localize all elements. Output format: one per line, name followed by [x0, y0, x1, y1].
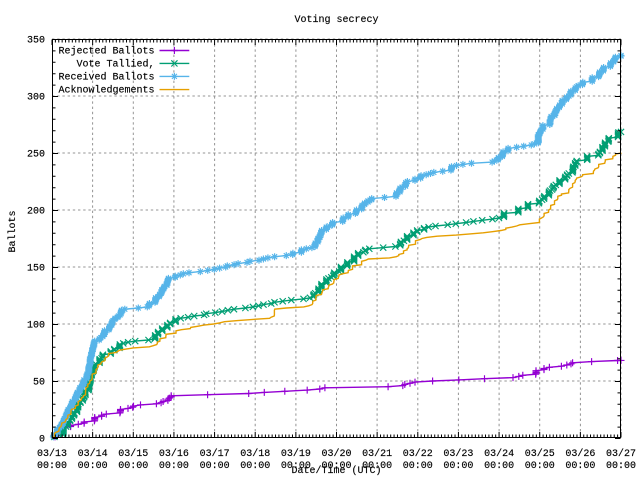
svg-text:Date/Time (UTC): Date/Time (UTC)	[291, 465, 381, 477]
svg-text:03/13: 03/13	[37, 448, 67, 460]
svg-text:Received Ballots: Received Ballots	[58, 72, 154, 84]
svg-text:00:00: 00:00	[484, 461, 514, 472]
svg-text:00:00: 00:00	[37, 461, 67, 472]
svg-text:03/18: 03/18	[240, 448, 270, 460]
svg-text:00:00: 00:00	[78, 461, 108, 472]
svg-text:03/19: 03/19	[281, 448, 311, 460]
svg-text:00:00: 00:00	[240, 461, 270, 472]
svg-text:200: 200	[27, 207, 45, 218]
svg-text:03/24: 03/24	[484, 448, 514, 460]
svg-text:Ballots: Ballots	[7, 210, 19, 252]
svg-text:Acknowledgements: Acknowledgements	[58, 85, 154, 97]
svg-text:00:00: 00:00	[321, 461, 351, 472]
svg-text:03/15: 03/15	[118, 448, 148, 460]
svg-text:03/14: 03/14	[78, 448, 108, 460]
svg-text:00:00: 00:00	[118, 461, 148, 472]
svg-text:100: 100	[27, 321, 45, 332]
svg-text:03/27: 03/27	[606, 448, 636, 460]
svg-text:03/20: 03/20	[321, 448, 351, 460]
svg-text:00:00: 00:00	[362, 461, 392, 472]
svg-text:00:00: 00:00	[443, 461, 473, 472]
svg-text:00:00: 00:00	[565, 461, 595, 472]
svg-text:03/22: 03/22	[403, 448, 433, 460]
svg-text:00:00: 00:00	[525, 461, 555, 472]
svg-text:350: 350	[27, 36, 45, 47]
svg-text:00:00: 00:00	[281, 461, 311, 472]
svg-text:00:00: 00:00	[200, 461, 230, 472]
svg-text:50: 50	[33, 378, 45, 389]
svg-text:Vote Tallied,: Vote Tallied,	[76, 59, 154, 71]
svg-text:00:00: 00:00	[159, 461, 189, 472]
svg-text:03/16: 03/16	[159, 448, 189, 460]
svg-text:03/17: 03/17	[200, 448, 230, 460]
svg-text:150: 150	[27, 264, 45, 275]
svg-text:Voting secrecy: Voting secrecy	[294, 14, 378, 26]
svg-text:03/23: 03/23	[443, 448, 473, 460]
svg-text:0: 0	[39, 435, 45, 446]
svg-text:Rejected Ballots: Rejected Ballots	[58, 46, 154, 58]
svg-text:00:00: 00:00	[606, 461, 636, 472]
svg-text:250: 250	[27, 150, 45, 161]
svg-text:03/21: 03/21	[362, 448, 392, 460]
svg-text:03/26: 03/26	[565, 448, 595, 460]
svg-text:03/25: 03/25	[525, 448, 555, 460]
svg-text:300: 300	[27, 93, 45, 104]
svg-text:00:00: 00:00	[403, 461, 433, 472]
